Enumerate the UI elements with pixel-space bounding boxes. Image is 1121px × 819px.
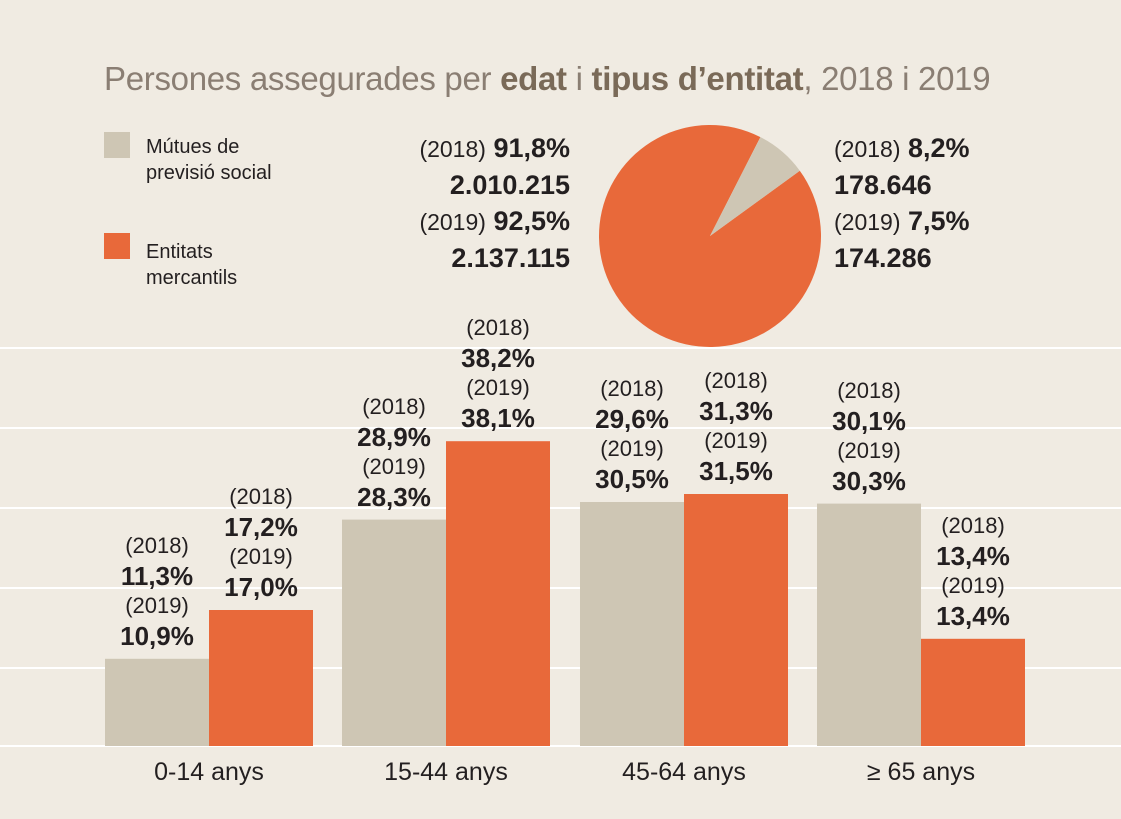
bar-label-year: (2018) — [229, 484, 293, 509]
pie-label-mercantils: (2018) 91,8% 2.010.215 (2019) 92,5% 2.13… — [419, 133, 570, 273]
bar-label-year: (2019) — [600, 436, 664, 461]
pie-label-mutues: (2018) 8,2% 178.646 (2019) 7,5% 174.286 — [834, 133, 970, 273]
bar-label-value: 31,3% — [699, 396, 773, 426]
chart-title: Persones assegurades per edat i tipus d’… — [104, 60, 991, 97]
bar-label-year: (2019) — [125, 592, 189, 618]
bar-label-year: (2019) — [837, 437, 901, 463]
bar-label-value: 28,3% — [357, 481, 431, 512]
bar-label-value: 29,6% — [595, 404, 669, 434]
category-label-1: 15-44 anys — [384, 758, 508, 786]
bar-mutues-0 — [105, 658, 209, 746]
bar-mutues-2 — [580, 502, 684, 746]
bar-label-mercantils-1: (2018) 38,2% (2019) 38,1% — [426, 313, 570, 433]
bar-label-mercantils-2: (2018) 31,3% (2019) 31,5% — [664, 366, 808, 486]
pie-slice-mutues — [710, 137, 800, 236]
bar-label-value: 38,1% — [461, 403, 535, 434]
bar-label-mutues-2: (2018) 29,6% (2019) 30,5% — [560, 374, 704, 494]
bar-mercantils-2 — [684, 494, 788, 746]
bar-label-value: 17,2% — [224, 512, 298, 542]
bar-label-year: (2019) — [362, 453, 426, 479]
legend-label-mercantils: Entitats mercantils — [146, 241, 238, 289]
bar-label-value: 10,9% — [120, 620, 194, 651]
bar-label-year: (2018) — [125, 532, 189, 558]
bar-mutues-3 — [817, 503, 921, 746]
bar-label-year: (2019) — [466, 375, 530, 401]
bar-label-year: (2018) — [362, 393, 426, 419]
bar-label-year: (2018) — [941, 512, 1005, 538]
bar-label-value: 13,4% — [936, 540, 1010, 571]
bar-label-year: (2018) — [704, 368, 768, 393]
bar-label-mercantils-3: (2018) 13,4% (2019) 13,4% — [901, 511, 1045, 631]
bar-label-year: (2018) — [837, 377, 901, 403]
bar-mutues-1 — [342, 519, 446, 746]
bar-label-mutues-0: (2018) 11,3% (2019) 10,9% — [85, 531, 229, 651]
bar-label-value: 28,9% — [357, 421, 431, 452]
bar-label-mutues-1: (2018) 28,9% (2019) 28,3% — [322, 392, 466, 512]
bar-mercantils-3 — [921, 638, 1025, 746]
pie-slice-mercantils — [599, 125, 822, 348]
bar-label-mercantils-0: (2018) 17,2% (2019) 17,0% — [189, 482, 333, 602]
bar-label-value: 38,2% — [461, 343, 535, 374]
bar-label-year: (2018) — [600, 376, 664, 401]
bar-label-value: 30,5% — [595, 464, 669, 494]
bar-mercantils-1 — [446, 441, 550, 746]
bar-label-value: 30,3% — [832, 465, 906, 496]
bar-label-year: (2019) — [941, 572, 1005, 598]
bar-label-value: 17,0% — [224, 572, 298, 602]
category-label-0: 0-14 anys — [154, 758, 264, 786]
legend-swatch-mercantils — [104, 233, 130, 259]
bar-label-value: 31,5% — [699, 456, 773, 486]
bar-label-value: 13,4% — [936, 600, 1010, 631]
bar-label-value: 30,1% — [832, 405, 906, 436]
bar-label-mutues-3: (2018) 30,1% (2019) 30,3% — [797, 376, 941, 496]
category-label-3: ≥ 65 anys — [866, 758, 976, 786]
bar-label-value: 11,3% — [120, 560, 194, 591]
bar-label-year: (2019) — [704, 428, 768, 453]
category-label-2: 45-64 anys — [622, 758, 746, 786]
bar-label-year: (2019) — [229, 544, 293, 569]
legend-label-mutues: Mútues de previsió social — [146, 136, 272, 184]
bar-label-year: (2018) — [466, 315, 530, 341]
legend-swatch-mutues — [104, 132, 130, 158]
bar-mercantils-0 — [209, 610, 313, 746]
